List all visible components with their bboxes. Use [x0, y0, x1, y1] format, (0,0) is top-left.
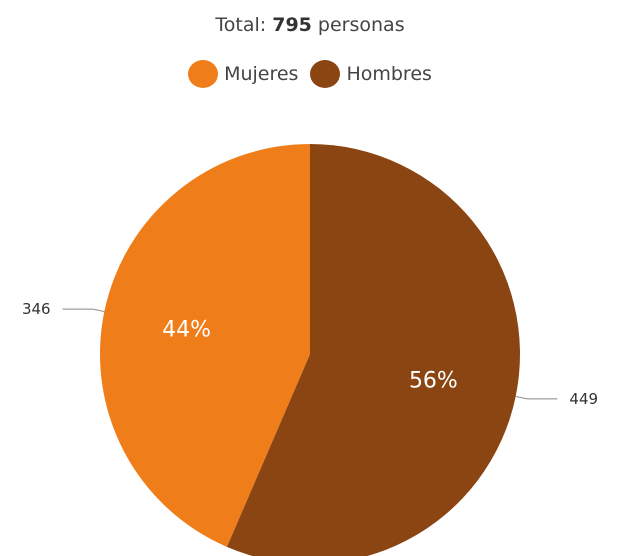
title-total-value: 795	[272, 14, 312, 36]
value-label-mujeres: 346	[22, 300, 51, 318]
legend-swatch-mujeres	[188, 60, 219, 88]
value-label-hombres: 449	[569, 390, 598, 408]
leader-line-mujeres	[62, 308, 105, 313]
title-suffix: personas	[311, 14, 405, 36]
pie-slice-mujeres[interactable]	[100, 144, 311, 547]
chart-legend: Mujeres Hombres	[0, 60, 620, 88]
legend-swatch-hombres	[310, 60, 341, 88]
chart-title: Total: 795 personas	[0, 14, 620, 36]
pie-labels: 56% 449 44% 346	[22, 300, 598, 408]
legend-item-mujeres[interactable]: Mujeres	[188, 60, 298, 88]
percent-label-mujeres: 44%	[162, 318, 211, 343]
title-prefix: Total:	[215, 14, 273, 36]
legend-label-hombres: Hombres	[346, 63, 432, 85]
pie-slices	[100, 144, 520, 556]
legend-label-mujeres: Mujeres	[224, 63, 299, 85]
leader-line-hombres	[515, 395, 558, 400]
percent-label-hombres: 56%	[409, 368, 458, 393]
pie-slice-hombres[interactable]	[226, 144, 520, 556]
legend-item-hombres[interactable]: Hombres	[310, 60, 432, 88]
